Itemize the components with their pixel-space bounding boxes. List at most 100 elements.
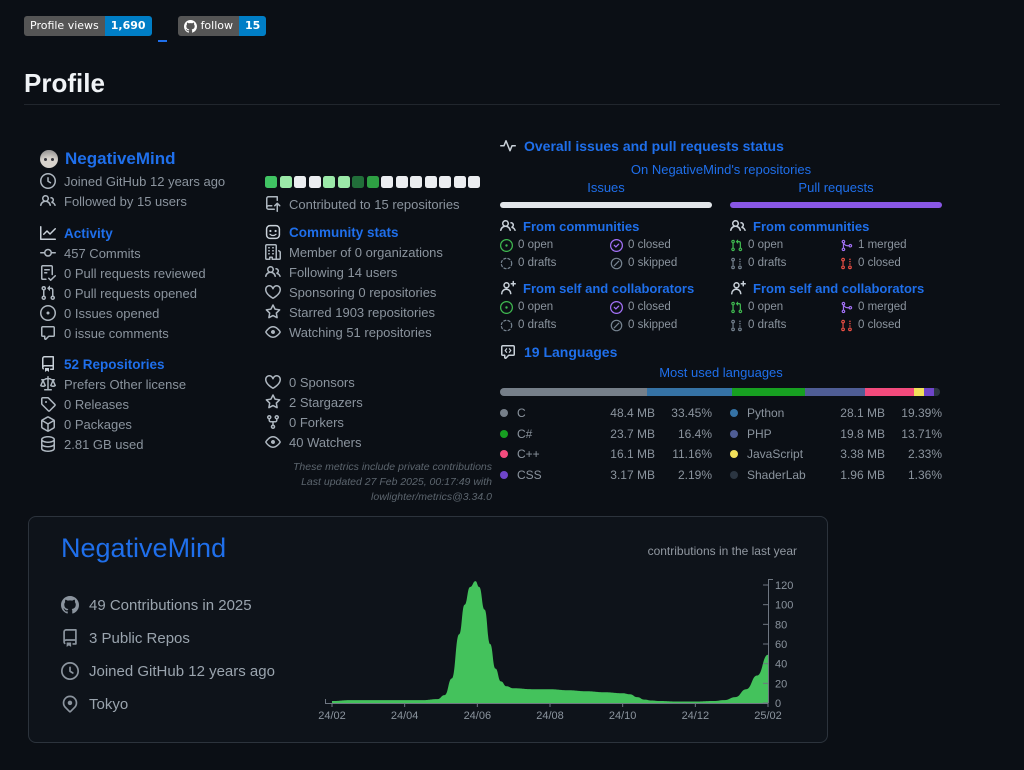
profile-views-count: 1,690	[104, 16, 152, 36]
follow-badge[interactable]: follow 15	[177, 16, 267, 36]
following-row: Following 14 users	[265, 262, 493, 282]
issue-closed-icon	[610, 238, 623, 252]
stat-skipped: 0 skipped	[610, 254, 712, 272]
status-subtitle: On NegativeMind's repositories	[630, 162, 812, 177]
commits-row: 457 Commits	[40, 243, 258, 263]
language-row-php: PHP 19.8 MB 13.71%	[730, 424, 942, 445]
star-icon	[265, 394, 281, 410]
contribution-square	[294, 176, 306, 188]
people-icon	[730, 218, 746, 234]
watchers-row: 40 Watchers	[265, 432, 493, 452]
prs-communities-header: From communities	[730, 216, 942, 236]
repo-icon	[40, 356, 56, 372]
fork-icon	[265, 414, 281, 430]
avatar[interactable]	[40, 150, 58, 168]
language-row-cpp: C++ 16.1 MB 11.16%	[500, 444, 712, 465]
contribution-square	[279, 176, 292, 188]
status-header[interactable]: Overall issues and pull requests status	[500, 136, 942, 156]
follow-count: 15	[239, 16, 267, 36]
pulse-icon	[500, 138, 516, 154]
pr-open-icon	[730, 238, 743, 252]
followers-row: Followed by 15 users	[40, 191, 258, 211]
pr-draft-icon	[730, 319, 743, 332]
profile-views-badge[interactable]: Profile views 1,690	[24, 16, 152, 36]
svg-text:24/12: 24/12	[682, 710, 710, 722]
languages-list-left: C 48.4 MB 33.45% C# 23.7 MB 16.4% C++ 16.1 MB…	[500, 403, 712, 485]
eye-icon	[265, 434, 281, 450]
stat-closed: 0 closed	[840, 316, 942, 334]
card-contributions-row: 49 Contributions in 2025	[61, 595, 275, 615]
languages-header[interactable]: 19 Languages	[500, 342, 617, 362]
language-dot	[730, 429, 738, 438]
heart-icon	[265, 374, 281, 390]
contribution-square	[453, 176, 466, 188]
law-icon	[40, 376, 56, 392]
contribution-square	[337, 176, 350, 188]
language-bar-segment	[732, 388, 805, 396]
license-row: Prefers Other license	[40, 374, 258, 394]
pull-request-icon	[40, 285, 56, 301]
github-logo-icon	[183, 19, 197, 33]
issues-self-header: From self and collaborators	[500, 278, 712, 298]
profile-name-link[interactable]: NegativeMind	[65, 149, 176, 168]
graph-icon	[40, 225, 56, 241]
packages-row: 0 Packages	[40, 414, 258, 434]
issue-open-icon	[500, 300, 513, 314]
issues-column: Issues From communities 0 open 0 closed …	[500, 180, 712, 334]
status-column: Overall issues and pull requests status …	[500, 136, 942, 500]
contribution-square	[424, 176, 437, 188]
svg-text:24/08: 24/08	[536, 710, 564, 722]
issue-opened-icon	[40, 305, 56, 321]
people-icon	[40, 193, 56, 209]
checklist-icon	[40, 265, 56, 281]
svg-text:40: 40	[775, 659, 787, 671]
stat-open: 0 open	[730, 236, 840, 254]
footnote-updated: Last updated 27 Feb 2025, 00:17:49 with …	[301, 476, 492, 503]
skip-icon	[610, 319, 623, 332]
language-row-c: C 48.4 MB 33.45%	[500, 403, 712, 424]
prs-reviewed-row: 0 Pull requests reviewed	[40, 263, 258, 283]
contribution-square	[323, 176, 335, 188]
language-dot	[500, 470, 508, 479]
language-dot	[730, 409, 738, 418]
languages-subtitle: Most used languages	[659, 365, 783, 380]
stat-closed: 0 closed	[610, 236, 712, 254]
contribution-square	[366, 176, 379, 188]
people-icon	[500, 218, 516, 234]
sponsoring-row: Sponsoring 0 repositories	[265, 282, 493, 302]
community-stats-header[interactable]: Community stats	[265, 222, 493, 242]
stat-open: 0 open	[500, 298, 610, 316]
contribution-square	[308, 176, 321, 188]
watching-row: Watching 51 repositories	[265, 322, 493, 342]
language-bar-segment	[500, 388, 648, 396]
organizations-row: Member of 0 organizations	[265, 242, 493, 262]
issue-draft-icon	[500, 319, 513, 332]
stat-merged: 0 merged	[840, 298, 942, 316]
comment-icon	[40, 325, 56, 341]
footnote-private: These metrics include private contributi…	[292, 461, 492, 473]
clock-icon	[61, 662, 79, 680]
language-bar-segment	[933, 388, 940, 396]
language-row-csharp: C# 23.7 MB 16.4%	[500, 424, 712, 445]
prs-opened-row: 0 Pull requests opened	[40, 283, 258, 303]
stat-open: 0 open	[500, 236, 610, 254]
issue-closed-icon	[610, 300, 623, 314]
database-icon	[40, 436, 56, 452]
language-dot	[500, 409, 508, 418]
card-repos-row: 3 Public Repos	[61, 628, 275, 648]
code-bubble-icon	[500, 344, 516, 360]
svg-text:60: 60	[775, 639, 787, 651]
card-profile-name-link[interactable]: NegativeMind	[61, 533, 227, 563]
contribution-square	[468, 176, 480, 188]
repositories-header[interactable]: 52 Repositories	[40, 354, 258, 374]
contributions-area-chart: 24/02 24/04 24/06 24/08 24/10 24/12 25/020 20 40…	[318, 579, 793, 722]
skip-icon	[610, 257, 623, 270]
language-bar-segment	[914, 388, 925, 396]
stat-skipped: 0 skipped	[610, 316, 712, 334]
issues-progress-bar	[500, 202, 712, 208]
activity-header[interactable]: Activity	[40, 223, 258, 243]
contribution-square	[381, 176, 393, 188]
eye-icon	[265, 324, 281, 340]
contribution-calendar	[265, 176, 493, 189]
community-column: Contributed to 15 repositories Community…	[265, 176, 493, 452]
